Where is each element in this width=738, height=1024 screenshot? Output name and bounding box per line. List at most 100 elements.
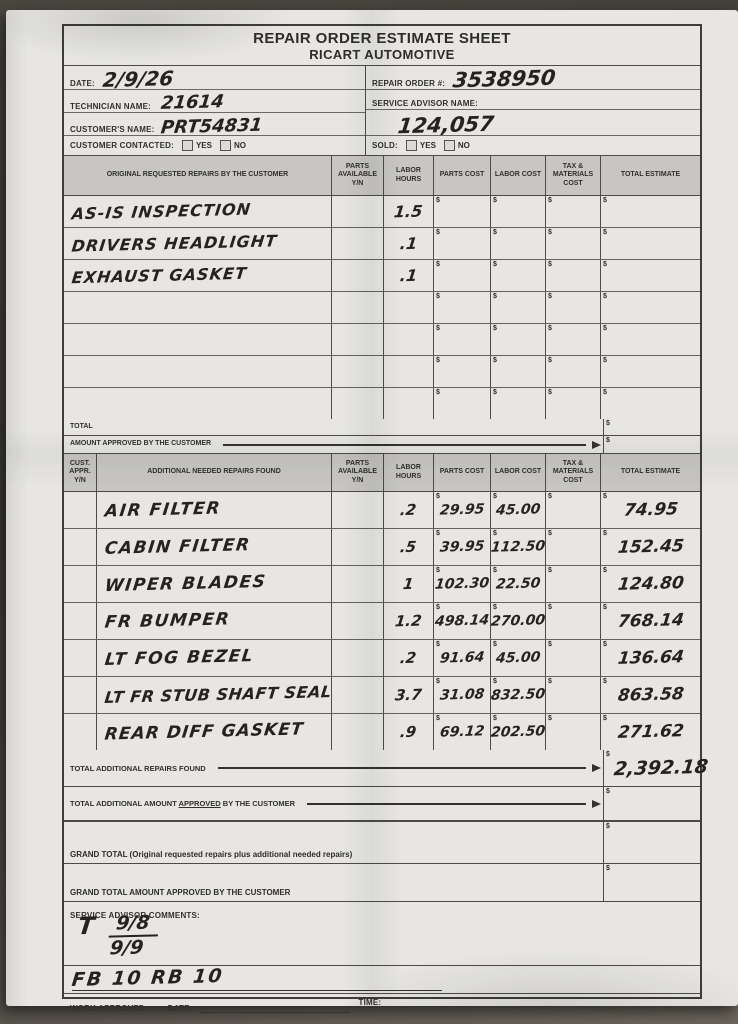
total-estimate-cell: $ [601,228,700,259]
dollar-sign: $ [603,641,607,648]
dollar-sign: $ [436,197,440,204]
dollar-sign: $ [603,261,607,268]
paper-sheet: REPAIR ORDER ESTIMATE SHEET RICART AUTOM… [6,10,738,1013]
sold-label: SOLD: [372,141,398,150]
tax-cost-cell: $ [546,714,601,750]
labor-hours-value: 3.7 [394,685,423,704]
table-row: $ $ $ $ [64,292,700,324]
header-right-column: REPAIR ORDER #: 3538950 SERVICE ADVISOR … [366,66,700,156]
table-row: $ $ $ $ [64,388,700,419]
date-signature-line [200,1002,351,1013]
dollar-sign: $ [603,530,607,537]
dollar-sign: $ [493,261,497,268]
repair-order-value: 3538950 [451,65,557,93]
table-row: EXHAUST GASKET .1 $ $ $ $ [64,260,700,292]
dollar-sign: $ [436,261,440,268]
table-row: LT FR STUB SHAFT SEAL 3.7 $31.08 $832.50… [64,677,700,714]
dollar-sign: $ [493,197,497,204]
grand-total-row: GRAND TOTAL (Original requested repairs … [64,822,700,864]
labor-cost-cell: $270.00 [489,603,547,639]
arrow-head-icon [592,440,601,449]
dollar-sign: $ [603,604,607,611]
grand-total-approved-row: GRAND TOTAL AMOUNT APPROVED BY THE CUSTO… [64,864,700,902]
dollar-sign: $ [606,751,610,758]
tax-cost-cell: $ [546,228,601,259]
dollar-sign: $ [603,389,607,396]
arrow-head-icon [592,764,601,772]
dollar-sign: $ [493,678,497,685]
dollar-sign: $ [548,261,552,268]
technician-label: TECHNICIAN NAME: [70,102,151,111]
time-signature-line [387,996,558,1007]
tax-cost-cell: $ [546,492,601,528]
table-row: AIR FILTER .2 $29.95 $45.00 $ $74.95 [64,492,700,529]
parts-cost-value: 29.95 [438,501,486,519]
parts-cost-cell: $102.30 [434,566,491,602]
tax-cost-cell: $ [546,529,601,565]
service-advisor-label: SERVICE ADVISOR NAME: [372,99,478,108]
table1-col-parts-cost: PARTS COST [434,156,491,195]
table1-body: AS-IS INSPECTION 1.5 $ $ $ $ DRIVERS HEA… [64,196,700,419]
parts-available-cell [332,529,384,565]
parts-cost-value: 31.08 [438,686,486,704]
parts-cost-value: 498.14 [433,612,491,630]
labor-cost-cell: $45.00 [491,640,546,676]
dollar-sign: $ [436,678,440,685]
comment-codes-line: FB 10 RB 10 [70,965,442,991]
labor-cost-cell: $22.50 [491,566,546,602]
dollar-sign: $ [493,293,497,300]
dollar-sign: $ [548,715,552,722]
dollar-sign: $ [493,493,497,500]
dollar-sign: $ [436,530,440,537]
dollar-sign: $ [493,604,497,611]
date-value: 2/9/26 [101,66,175,92]
repair-order-label: REPAIR ORDER #: [372,79,446,88]
labor-hours-value: 1.5 [393,201,424,221]
cust-appr-cell [64,492,97,528]
dollar-sign: $ [493,389,497,396]
labor-cost-cell: $ [491,260,546,291]
dollar-sign: $ [436,357,440,364]
grand-total-label: GRAND TOTAL (Original requested repairs … [70,850,353,859]
total-estimate-cell: $863.58 [601,677,700,713]
dollar-sign: $ [603,567,607,574]
table1-total-label: TOTAL [70,422,93,430]
table2-col-repairs: ADDITIONAL NEEDED REPAIRS FOUND [97,454,332,491]
dollar-sign: $ [548,357,552,364]
parts-cost-value: 69.12 [438,723,486,741]
labor-cost-value: 270.00 [489,612,547,630]
labor-cost-value: 202.50 [489,723,547,741]
table2-col-tax: TAX & MATERIALS COST [546,454,601,491]
table1-col-repairs: ORIGINAL REQUESTED REPAIRS BY THE CUSTOM… [64,156,332,195]
table1-col-tax: TAX & MATERIALS COST [546,156,601,195]
sold-row: SOLD: YES NO [366,136,700,156]
total-estimate-value: 271.62 [616,720,685,743]
table2-col-labor-hours: LABOR HOURS [384,454,434,491]
dollar-sign: $ [436,493,440,500]
company-name: RICART AUTOMOTIVE [309,46,455,62]
comment-codes-value: FB 10 RB 10 [70,965,225,991]
total-additional-found-label: TOTAL ADDITIONAL REPAIRS FOUND [70,763,206,773]
labor-hours-value: .5 [399,537,418,556]
table1-col-total: TOTAL ESTIMATE [620,171,681,179]
dollar-sign: $ [603,357,607,364]
parts-cost-cell: $31.08 [434,677,491,713]
dollar-sign: $ [436,229,440,236]
labor-hours-value: .2 [399,648,418,667]
table1-total-row: TOTAL $ [64,419,700,436]
table1-header: ORIGINAL REQUESTED REPAIRS BY THE CUSTOM… [64,156,700,196]
table-row: CABIN FILTER .5 $39.95 $112.50 $ $152.45 [64,529,700,566]
dollar-sign: $ [606,437,610,444]
customer-name-value: PRT54831 [159,114,264,139]
dollar-sign: $ [436,325,440,332]
total-estimate-cell: $136.64 [601,640,700,676]
dollar-sign: $ [436,293,440,300]
form-title-block: REPAIR ORDER ESTIMATE SHEET RICART AUTOM… [64,26,700,66]
parts-available-cell [332,677,384,713]
arrow-line [223,443,586,446]
parts-cost-cell: $498.14 [434,603,491,639]
parts-cost-cell: $69.12 [434,714,491,750]
customer-name-row: CUSTOMER'S NAME: PRT54831 [64,113,365,139]
arrow-line [307,802,586,805]
dollar-sign: $ [603,678,607,685]
